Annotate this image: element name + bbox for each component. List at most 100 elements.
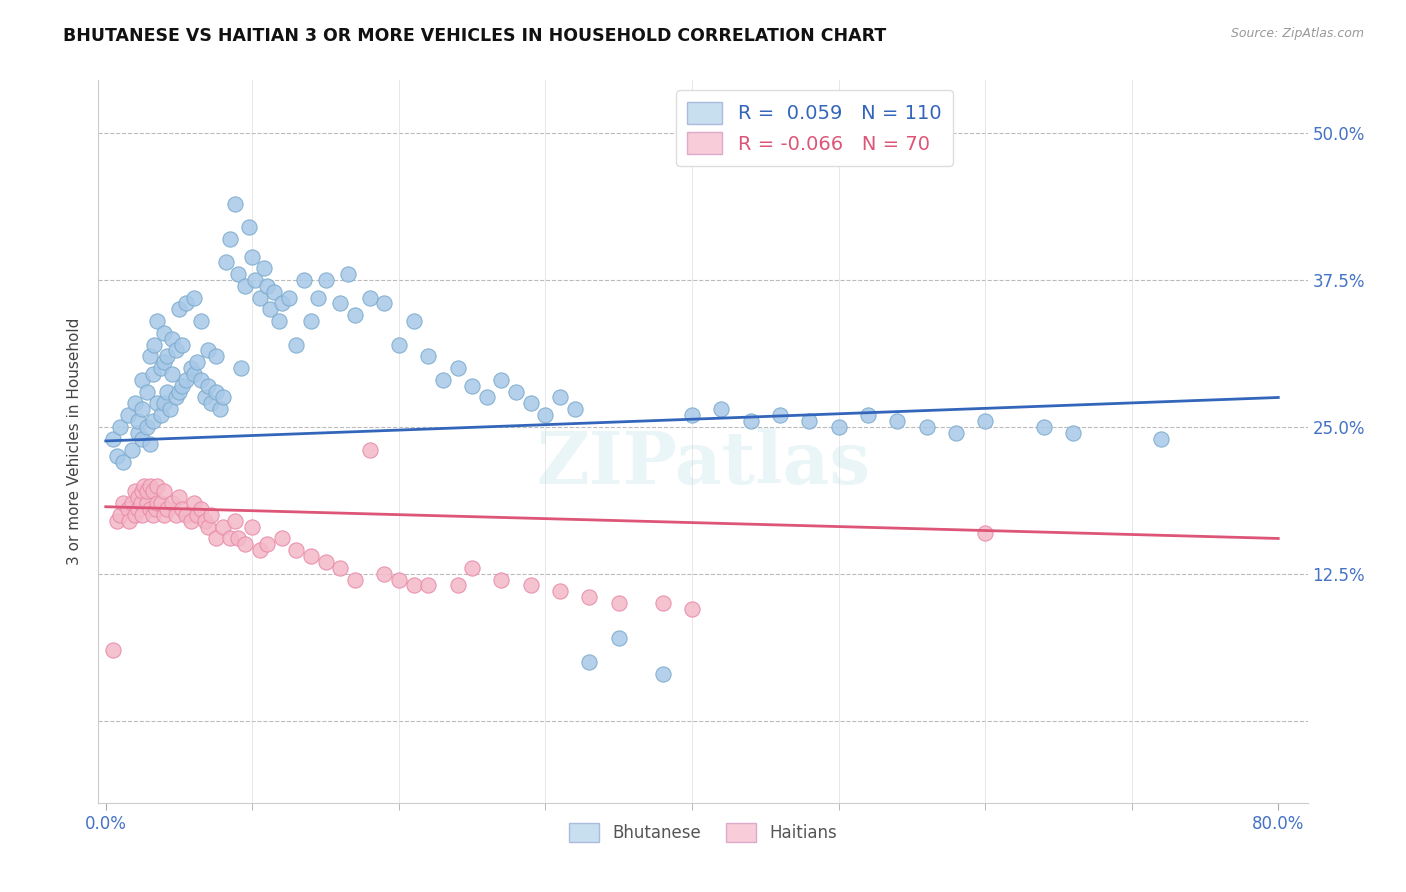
Point: [183, 291, 205, 305]
Point: [142, 367, 165, 381]
Point: [153, 396, 176, 410]
Point: [138, 350, 160, 364]
Point: [491, 373, 513, 387]
Point: [176, 508, 198, 522]
Point: [651, 666, 673, 681]
Point: [534, 408, 557, 422]
Point: [388, 573, 411, 587]
Point: [194, 514, 217, 528]
Point: [146, 478, 169, 492]
Point: [267, 314, 290, 328]
Point: [204, 350, 226, 364]
Point: [681, 602, 703, 616]
Point: [285, 337, 308, 351]
Point: [475, 391, 498, 405]
Point: [143, 337, 166, 351]
Point: [343, 573, 366, 587]
Point: [101, 643, 124, 657]
Point: [190, 314, 212, 328]
Point: [107, 449, 129, 463]
Point: [200, 396, 222, 410]
Point: [124, 396, 146, 410]
Point: [402, 314, 425, 328]
Point: [336, 267, 359, 281]
Point: [329, 561, 352, 575]
Point: [212, 391, 235, 405]
Point: [176, 373, 198, 387]
Point: [127, 491, 149, 505]
Point: [167, 384, 190, 399]
Point: [1032, 420, 1054, 434]
Point: [131, 484, 153, 499]
Point: [132, 478, 155, 492]
Point: [135, 384, 157, 399]
Point: [118, 514, 141, 528]
Point: [138, 437, 160, 451]
Point: [200, 508, 222, 522]
Point: [253, 261, 276, 276]
Point: [827, 420, 849, 434]
Point: [219, 532, 242, 546]
Point: [156, 350, 179, 364]
Point: [167, 302, 190, 317]
Point: [110, 420, 132, 434]
Point: [373, 296, 395, 310]
Point: [117, 502, 139, 516]
Point: [180, 361, 202, 376]
Point: [112, 455, 135, 469]
Point: [131, 508, 153, 522]
Point: [249, 291, 271, 305]
Text: BHUTANESE VS HAITIAN 3 OR MORE VEHICLES IN HOUSEHOLD CORRELATION CHART: BHUTANESE VS HAITIAN 3 OR MORE VEHICLES …: [63, 27, 887, 45]
Point: [402, 578, 425, 592]
Point: [156, 502, 179, 516]
Point: [548, 391, 571, 405]
Point: [315, 555, 337, 569]
Point: [299, 549, 322, 563]
Point: [156, 384, 179, 399]
Point: [212, 519, 235, 533]
Point: [520, 578, 543, 592]
Point: [329, 296, 352, 310]
Point: [219, 232, 242, 246]
Point: [1150, 432, 1173, 446]
Point: [373, 566, 395, 581]
Point: [564, 402, 586, 417]
Point: [146, 314, 169, 328]
Point: [142, 508, 165, 522]
Point: [110, 508, 132, 522]
Point: [292, 273, 315, 287]
Point: [915, 420, 938, 434]
Point: [127, 502, 149, 516]
Point: [165, 391, 187, 405]
Point: [165, 508, 187, 522]
Point: [204, 532, 226, 546]
Point: [153, 326, 176, 340]
Point: [505, 384, 527, 399]
Point: [681, 408, 703, 422]
Point: [270, 296, 292, 310]
Point: [160, 496, 183, 510]
Point: [135, 496, 157, 510]
Point: [607, 596, 630, 610]
Point: [240, 250, 263, 264]
Point: [278, 291, 301, 305]
Point: [520, 396, 543, 410]
Point: [240, 519, 263, 533]
Point: [124, 484, 146, 499]
Point: [432, 373, 454, 387]
Point: [131, 402, 153, 417]
Point: [245, 273, 267, 287]
Point: [259, 302, 281, 317]
Point: [359, 443, 381, 458]
Point: [249, 543, 271, 558]
Legend: Bhutanese, Haitians: Bhutanese, Haitians: [562, 816, 844, 848]
Point: [159, 402, 181, 417]
Point: [121, 443, 143, 458]
Point: [127, 414, 149, 428]
Point: [190, 502, 212, 516]
Point: [238, 220, 260, 235]
Point: [226, 532, 249, 546]
Point: [135, 420, 157, 434]
Point: [131, 373, 153, 387]
Point: [197, 343, 219, 358]
